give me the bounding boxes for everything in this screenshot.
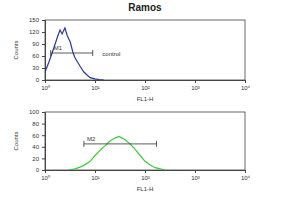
x-tick: 10⁰ bbox=[41, 80, 50, 91]
x-tick: 10² bbox=[141, 80, 150, 91]
x-tick: 10⁴ bbox=[241, 170, 251, 181]
x-tick-mark bbox=[245, 80, 246, 83]
figure: Ramos 10⁰ 10¹ 10² 10³ 10⁴ 0 30 60 90 120 150 FL1-H Co… bbox=[0, 0, 300, 200]
x-axis-line bbox=[46, 81, 246, 84]
x-tick-label: 10² bbox=[141, 175, 150, 181]
x-tick-mark bbox=[95, 170, 96, 173]
y-axis: 0 30 60 90 120 150 bbox=[29, 17, 46, 83]
x-tick-label: 10³ bbox=[191, 175, 200, 181]
y-tick: 0 bbox=[36, 167, 45, 173]
y-tick-label: 90 bbox=[32, 41, 39, 47]
gate-cap bbox=[83, 141, 84, 147]
y-tick-label: 0 bbox=[36, 77, 40, 83]
marks bbox=[69, 136, 165, 170]
y-tick: 30 bbox=[32, 65, 45, 71]
x-tick-label: 10⁰ bbox=[41, 84, 50, 91]
x-axis: 10⁰ 10¹ 10² 10³ 10⁴ bbox=[41, 170, 250, 181]
y-tick-mark bbox=[42, 112, 45, 113]
y-tick-mark bbox=[42, 158, 45, 159]
y-tick-label: 60 bbox=[32, 133, 39, 139]
x-tick-label: 10⁰ bbox=[41, 174, 50, 181]
gate-label: M2 bbox=[87, 136, 96, 142]
x-axis-title: FL1-H bbox=[137, 96, 154, 102]
y-tick-label: 80 bbox=[32, 121, 39, 127]
x-tick-label: 10¹ bbox=[91, 85, 100, 91]
x-tick-mark bbox=[95, 80, 96, 83]
x-tick: 10¹ bbox=[91, 80, 100, 91]
y-tick: 40 bbox=[32, 144, 45, 150]
x-tick: 10¹ bbox=[91, 170, 100, 181]
y-tick-label: 40 bbox=[32, 144, 39, 150]
gate-bar bbox=[84, 143, 157, 144]
x-tick-mark bbox=[195, 170, 196, 173]
x-tick: 10³ bbox=[191, 80, 200, 91]
y-tick-mark bbox=[42, 32, 45, 33]
y-tick-mark bbox=[42, 44, 45, 45]
y-tick-label: 150 bbox=[29, 17, 40, 23]
x-tick-mark bbox=[145, 170, 146, 173]
plot-frame bbox=[45, 112, 245, 170]
y-tick: 90 bbox=[32, 41, 45, 47]
y-tick-mark bbox=[42, 170, 45, 171]
x-tick-label: 10¹ bbox=[91, 175, 100, 181]
x-axis-line bbox=[46, 171, 246, 174]
gate-label: M1 bbox=[54, 45, 63, 51]
y-tick-mark bbox=[42, 68, 45, 69]
y-tick-label: 30 bbox=[32, 65, 39, 71]
y-axis-title: Counts bbox=[13, 131, 19, 150]
x-tick-mark bbox=[245, 170, 246, 173]
y-tick-label: 100 bbox=[29, 109, 40, 115]
y-tick: 120 bbox=[29, 29, 45, 35]
plot-frame bbox=[45, 20, 245, 80]
marks bbox=[45, 28, 104, 80]
y-tick: 100 bbox=[29, 109, 45, 115]
y-tick: 0 bbox=[36, 77, 45, 83]
x-tick-mark bbox=[195, 80, 196, 83]
title: Ramos bbox=[128, 2, 162, 13]
gate-bar bbox=[51, 53, 93, 54]
y-axis-line bbox=[42, 21, 46, 81]
annotation: control bbox=[102, 51, 120, 57]
y-tick-label: 0 bbox=[36, 167, 40, 173]
x-tick-mark bbox=[145, 80, 146, 83]
y-tick-mark bbox=[42, 56, 45, 57]
x-axis: 10⁰ 10¹ 10² 10³ 10⁴ bbox=[41, 80, 250, 91]
x-tick-label: 10³ bbox=[191, 85, 200, 91]
histogram-line bbox=[69, 136, 165, 170]
x-tick-label: 10⁴ bbox=[241, 85, 251, 91]
y-tick-label: 60 bbox=[32, 53, 39, 59]
panel: Ramos 10⁰ 10¹ 10² 10³ 10⁴ 0 30 60 90 120 150 FL1-H Co… bbox=[13, 2, 251, 102]
y-tick-mark bbox=[42, 135, 45, 136]
y-tick: 150 bbox=[29, 17, 45, 23]
y-tick-mark bbox=[42, 147, 45, 148]
gate-cap bbox=[92, 50, 93, 56]
x-tick: 10² bbox=[141, 170, 150, 181]
y-tick: 20 bbox=[32, 156, 45, 162]
y-tick-mark bbox=[42, 80, 45, 81]
gate-cap bbox=[50, 50, 51, 56]
x-tick-label: 10⁴ bbox=[241, 175, 251, 181]
y-axis-title: Counts bbox=[13, 40, 19, 59]
x-axis-title: FL1-H bbox=[137, 186, 154, 192]
x-tick: 10³ bbox=[191, 170, 200, 181]
y-tick-mark bbox=[42, 20, 45, 21]
y-tick: 60 bbox=[32, 133, 45, 139]
x-tick: 10⁴ bbox=[241, 80, 251, 91]
y-axis: 0 20 40 60 80 100 bbox=[29, 109, 46, 173]
y-tick-mark bbox=[42, 124, 45, 125]
y-axis-line bbox=[42, 113, 46, 171]
y-tick: 60 bbox=[32, 53, 45, 59]
y-tick: 80 bbox=[32, 121, 45, 127]
y-tick-label: 120 bbox=[29, 29, 40, 35]
histogram-line bbox=[45, 28, 104, 80]
y-tick-label: 20 bbox=[32, 156, 39, 162]
x-tick: 10⁰ bbox=[41, 170, 50, 181]
gate-cap bbox=[156, 141, 157, 147]
panel: 10⁰ 10¹ 10² 10³ 10⁴ 0 20 40 60 80 100 FL1-H Counts M2 bbox=[13, 109, 251, 192]
x-tick-label: 10² bbox=[141, 85, 150, 91]
